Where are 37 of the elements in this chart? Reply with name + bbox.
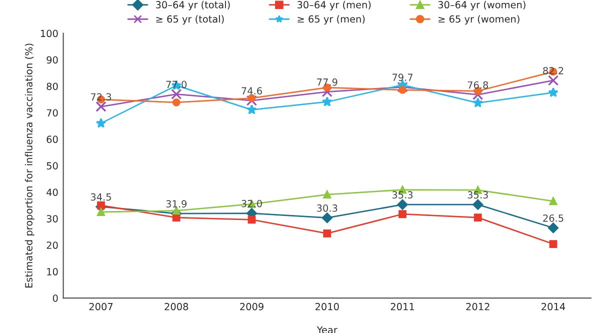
y-tick-label: 30 [46, 215, 58, 222]
y-tick-label: 20 [46, 242, 58, 249]
x-tick-label: 2014 [542, 302, 566, 310]
legend-label: 30–64 yr (men) [297, 0, 371, 10]
legend-label: ≥ 65 yr (women) [438, 15, 520, 25]
x-tick-label: 2008 [164, 302, 188, 310]
x-tick-label: 2009 [240, 302, 264, 310]
y-tick-label: 50 [46, 162, 58, 170]
y-tick-label: 70 [46, 109, 58, 117]
x-tick-label: 2010 [315, 302, 339, 310]
data-label: 35.3 [392, 191, 413, 199]
legend-label: 30–64 yr (total) [156, 0, 230, 10]
y-tick-label: 80 [46, 82, 58, 90]
legend-label: ≥ 65 yr (total) [156, 15, 224, 25]
y-tick-label: 60 [46, 136, 58, 144]
legend-label: 30–64 yr (women) [438, 0, 526, 10]
data-label: 77.9 [317, 78, 338, 86]
y-tick-label: 10 [47, 268, 58, 276]
y-tick-label: 100 [40, 30, 58, 38]
x-tick-label: 2012 [466, 302, 490, 310]
y-tick-label: 0 [52, 294, 58, 302]
data-label: 35.3 [468, 191, 488, 199]
data-label: 79.7 [392, 74, 412, 81]
x-tick-label: 2011 [390, 302, 414, 310]
data-label: 72.3 [90, 93, 112, 101]
data-label: 34.5 [90, 193, 111, 201]
data-label: 26.5 [543, 214, 564, 222]
legend-label: ≥ 65 yr (men) [298, 15, 365, 25]
x-tick-label: 2007 [89, 302, 113, 310]
y-axis-title: Estimated proportion for influenza vaccination (%) [24, 44, 34, 288]
y-tick-label: 90 [46, 56, 58, 64]
data-label: 74.6 [242, 87, 262, 94]
data-label: 30.3 [317, 204, 338, 212]
data-label: 76.8 [468, 81, 488, 89]
y-tick-label: 40 [46, 188, 58, 196]
data-label: 31.9 [166, 200, 187, 208]
data-label: 32.0 [242, 200, 262, 208]
